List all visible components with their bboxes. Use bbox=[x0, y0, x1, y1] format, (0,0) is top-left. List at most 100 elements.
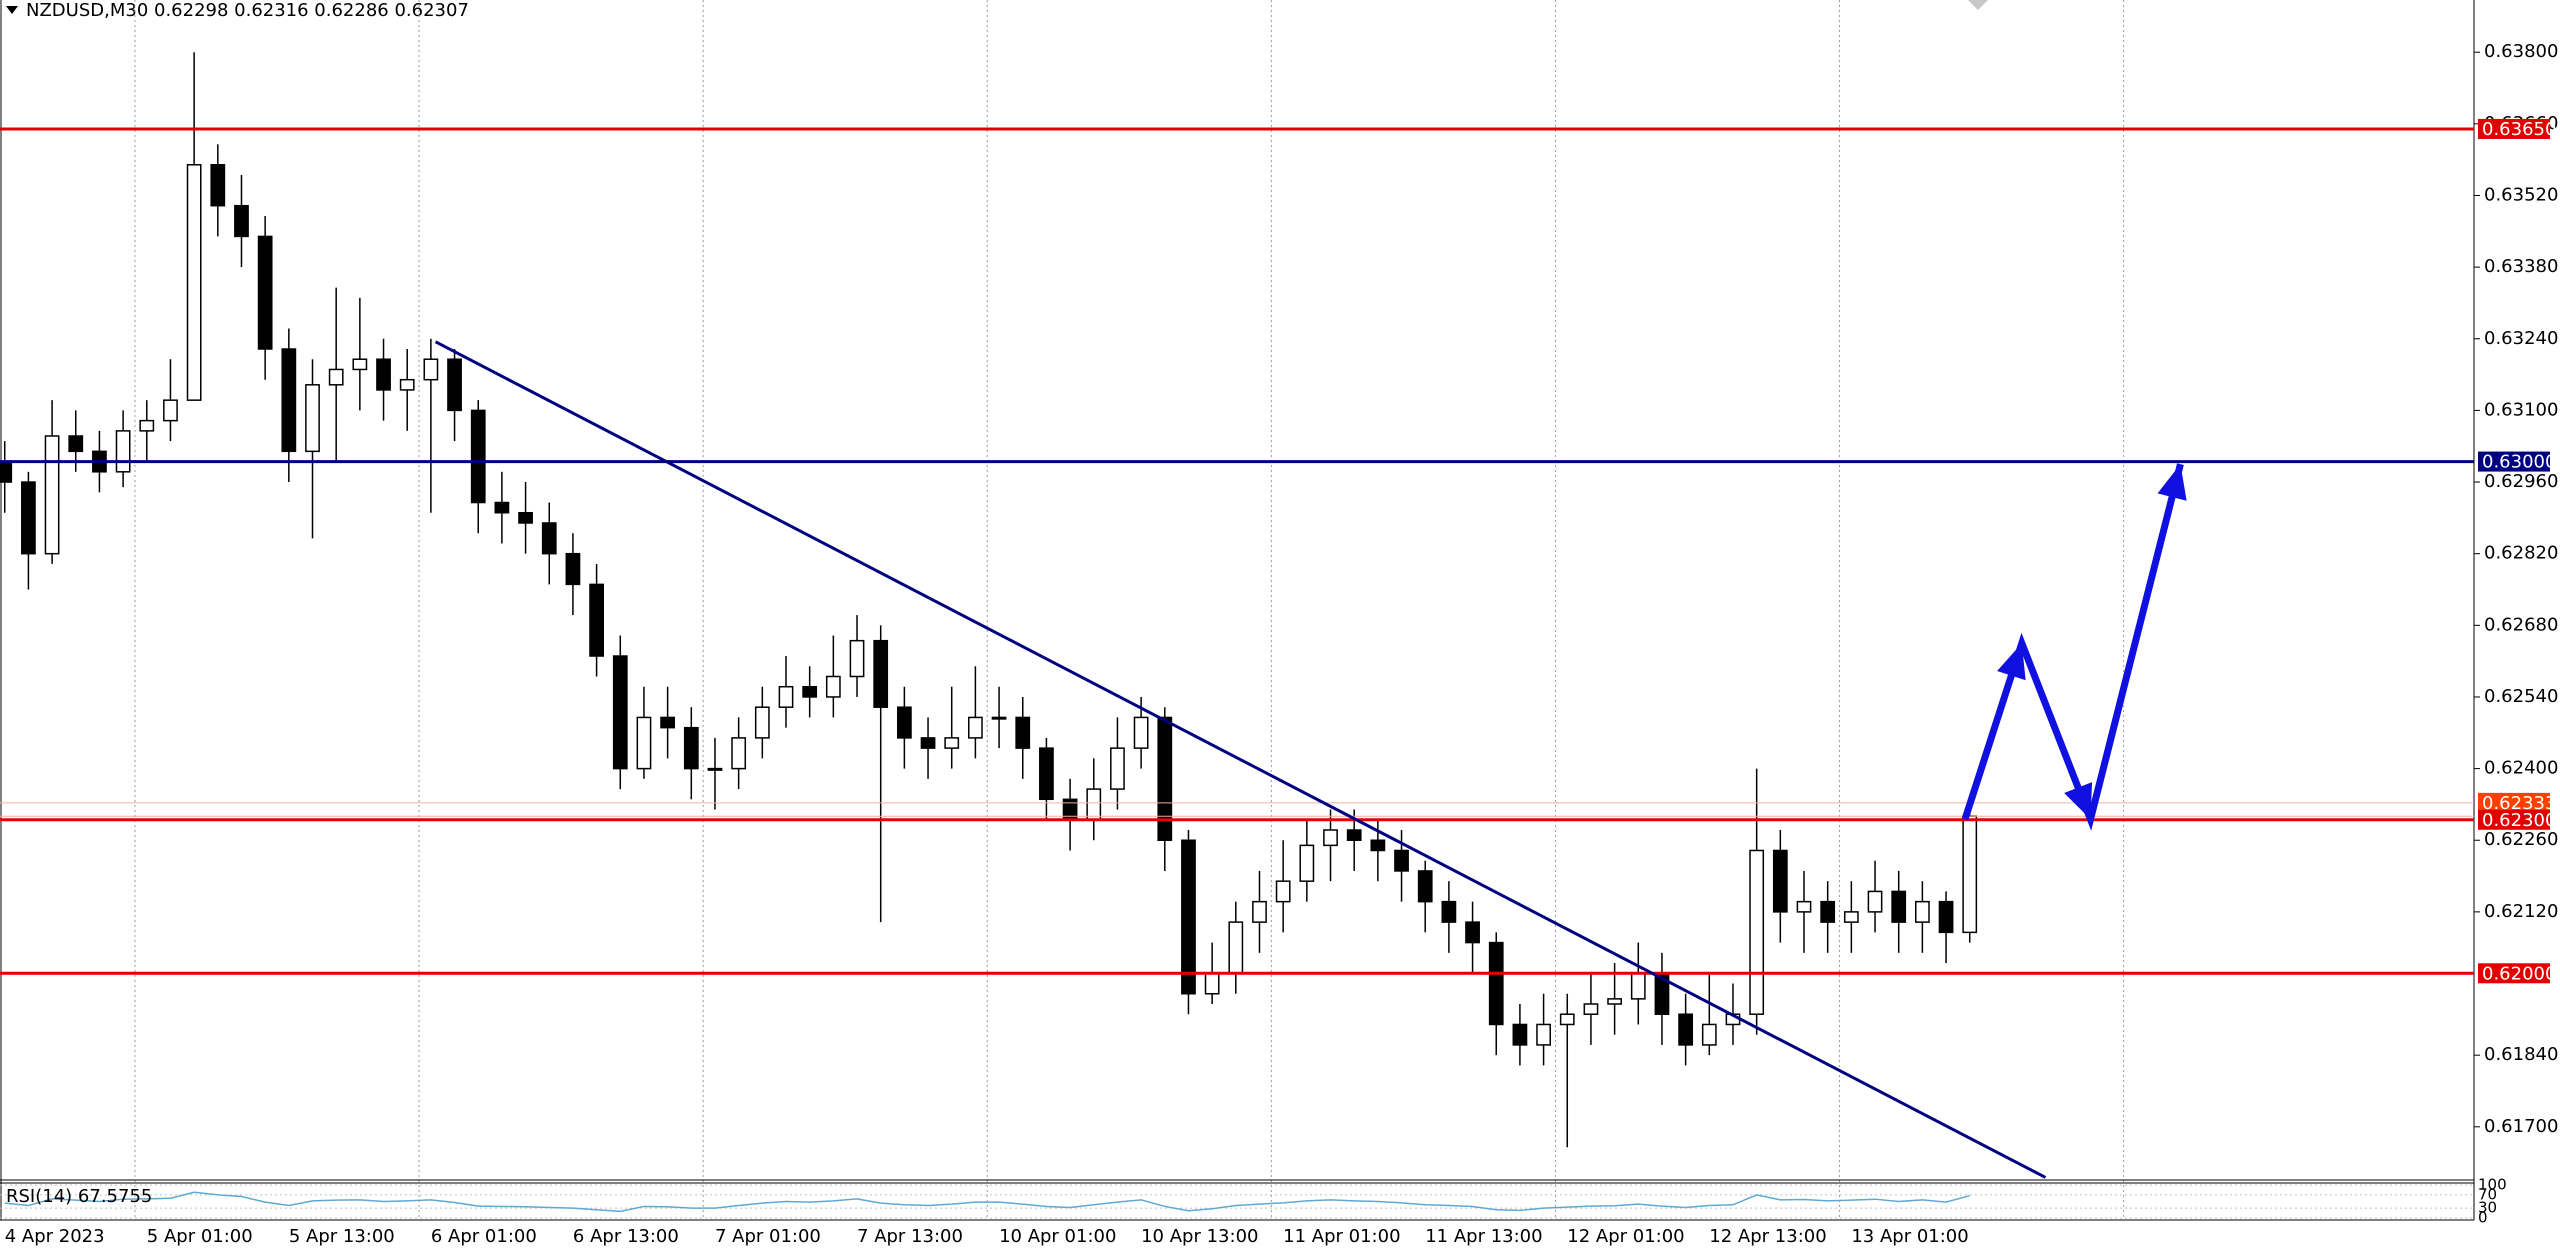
arrow-head bbox=[2064, 782, 2093, 820]
x-tick-label: 11 Apr 13:00 bbox=[1425, 1226, 1542, 1247]
x-tick-label: 7 Apr 01:00 bbox=[715, 1226, 821, 1247]
price-level-tag bbox=[2478, 809, 2550, 830]
candle-body bbox=[1015, 716, 1031, 749]
forecast-path bbox=[1961, 463, 2184, 831]
candle-body bbox=[1843, 911, 1859, 923]
y-tick-label: 0.62260 bbox=[2484, 829, 2558, 850]
candle-body bbox=[1820, 900, 1836, 923]
candle-body bbox=[1252, 900, 1267, 923]
candle-body bbox=[44, 435, 60, 555]
candle-body bbox=[944, 737, 960, 749]
candle-body bbox=[660, 716, 676, 729]
candle-body bbox=[1133, 716, 1149, 749]
candle-body bbox=[1346, 829, 1362, 841]
rsi-tick-label: 100 bbox=[2478, 1176, 2507, 1194]
candle-body bbox=[1488, 941, 1504, 1026]
candle-body bbox=[470, 409, 486, 504]
candle-body bbox=[991, 716, 1007, 720]
candle-body bbox=[1039, 747, 1054, 801]
y-tick-label: 0.63380 bbox=[2484, 256, 2558, 277]
candle-body bbox=[210, 164, 226, 207]
x-tick-label: 13 Apr 01:00 bbox=[1851, 1226, 1968, 1247]
y-tick-label: 0.63240 bbox=[2484, 328, 2558, 349]
candle-body bbox=[1559, 1013, 1575, 1026]
candle-body bbox=[447, 358, 462, 412]
candle-body bbox=[541, 522, 557, 555]
candle-body bbox=[68, 435, 84, 453]
candle-body bbox=[1157, 716, 1173, 841]
price-level-tag bbox=[2478, 963, 2550, 984]
x-tick-label: 6 Apr 13:00 bbox=[573, 1226, 679, 1247]
x-tick-label: 12 Apr 01:00 bbox=[1567, 1226, 1684, 1247]
x-tick-label: 4 Apr 2023 bbox=[5, 1226, 105, 1247]
x-tick-label: 10 Apr 13:00 bbox=[1141, 1226, 1258, 1247]
candle-body bbox=[849, 639, 865, 678]
candle-body bbox=[873, 639, 889, 708]
candle-body bbox=[896, 706, 912, 739]
menu-triangle[interactable] bbox=[6, 6, 18, 14]
candle-body bbox=[305, 384, 320, 453]
trendline bbox=[434, 340, 2047, 1179]
candle-body bbox=[1299, 844, 1315, 882]
candle-body bbox=[163, 399, 178, 422]
candle-body bbox=[920, 737, 936, 749]
candle-body bbox=[1678, 1013, 1694, 1046]
y-tick-label: 0.62120 bbox=[2484, 901, 2558, 922]
candle-body bbox=[257, 235, 273, 350]
y-tick-label: 0.63800 bbox=[2484, 41, 2558, 62]
candle-body bbox=[328, 368, 344, 386]
candle-body bbox=[1512, 1023, 1528, 1046]
rsi-tick-label: 70 bbox=[2478, 1185, 2497, 1203]
price-level-tag bbox=[2478, 451, 2550, 472]
candle-body bbox=[1701, 1023, 1717, 1046]
candle-body bbox=[21, 481, 36, 555]
rsi-tick-label: 30 bbox=[2478, 1199, 2497, 1217]
candle-body bbox=[1630, 972, 1646, 1000]
y-tick-label: 0.62680 bbox=[2484, 614, 2558, 635]
y-tick-label: 0.62400 bbox=[2484, 758, 2558, 779]
x-tick-label: 7 Apr 13:00 bbox=[857, 1226, 963, 1247]
candle-body bbox=[139, 419, 155, 432]
price-level-label: 0.62300 bbox=[2482, 810, 2556, 831]
x-tick-label: 6 Apr 01:00 bbox=[431, 1226, 537, 1247]
y-tick-label: 0.62820 bbox=[2484, 543, 2558, 564]
rsi-line bbox=[4, 1191, 1970, 1213]
x-tick-label: 10 Apr 01:00 bbox=[999, 1226, 1116, 1247]
y-tick-label: 0.61840 bbox=[2484, 1044, 2558, 1065]
marker bbox=[1968, 0, 1988, 10]
price-level-label: 0.62333 bbox=[2482, 793, 2556, 814]
candle-body bbox=[115, 430, 131, 473]
x-tick-label: 5 Apr 13:00 bbox=[289, 1226, 395, 1247]
candle-body bbox=[1275, 880, 1291, 903]
candle-body bbox=[0, 460, 13, 483]
candle-body bbox=[802, 685, 818, 698]
candle-body bbox=[234, 204, 249, 238]
candle-body bbox=[494, 501, 510, 514]
candle-body bbox=[825, 675, 841, 698]
price-level-label: 0.63650 bbox=[2482, 119, 2556, 140]
y-tick-label: 0.63520 bbox=[2484, 184, 2558, 205]
candle-body bbox=[399, 378, 415, 391]
arrow-head bbox=[2157, 464, 2187, 501]
candle-body bbox=[636, 716, 652, 770]
candle-body bbox=[1228, 921, 1244, 975]
candle-body bbox=[1204, 972, 1220, 995]
candle-body bbox=[186, 164, 202, 401]
candle-body bbox=[589, 583, 604, 657]
price-level-tag bbox=[2478, 118, 2550, 139]
candle-body bbox=[1607, 998, 1622, 1005]
candle-body bbox=[754, 706, 770, 739]
rsi-label: RSI(14) 67.5755 bbox=[6, 1186, 152, 1207]
candle-body bbox=[281, 348, 297, 453]
candle-body bbox=[423, 358, 439, 381]
price-level-tag bbox=[2478, 792, 2550, 813]
candle-body bbox=[1323, 829, 1338, 847]
candle-body bbox=[1086, 788, 1102, 821]
candle-body bbox=[565, 552, 581, 586]
y-tick-label: 0.63100 bbox=[2484, 399, 2558, 420]
candle-body bbox=[731, 737, 747, 770]
candle-body bbox=[1062, 798, 1078, 821]
candle-body bbox=[1749, 849, 1765, 1015]
